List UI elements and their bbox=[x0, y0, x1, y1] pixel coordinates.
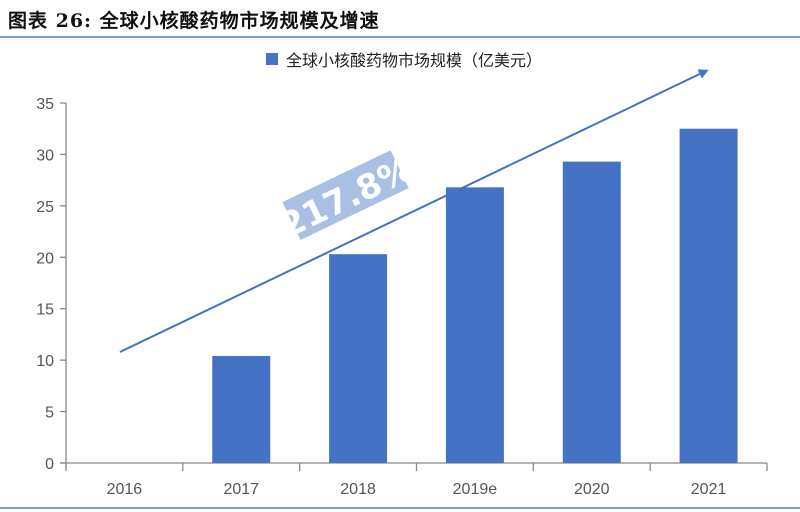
y-tick-label: 5 bbox=[45, 405, 54, 422]
y-tick-label: 35 bbox=[36, 96, 54, 113]
y-tick-label: 15 bbox=[36, 302, 54, 319]
bar-2017 bbox=[212, 356, 271, 463]
bar-2021 bbox=[679, 128, 738, 463]
growth-annotation: 217.8% bbox=[274, 149, 419, 246]
bottom-divider bbox=[0, 507, 800, 509]
y-tick-label: 30 bbox=[36, 147, 54, 164]
growth-label-bg bbox=[282, 150, 409, 240]
x-tick-label: 2016 bbox=[107, 481, 143, 498]
x-tick-label: 2018 bbox=[340, 481, 376, 498]
growth-arrow-icon bbox=[119, 69, 709, 353]
y-tick-label: 20 bbox=[36, 250, 54, 267]
bar-2020 bbox=[562, 161, 621, 463]
legend-swatch-icon bbox=[266, 53, 278, 65]
y-tick-label: 10 bbox=[36, 353, 54, 370]
top-divider bbox=[0, 36, 800, 38]
x-tick-label: 2021 bbox=[691, 481, 727, 498]
y-tick-label: 0 bbox=[45, 456, 54, 473]
legend-label: 全球小核酸药物市场规模（亿美元） bbox=[286, 51, 543, 70]
x-tick-label: 2017 bbox=[223, 481, 259, 498]
chart-legend: 全球小核酸药物市场规模（亿美元） bbox=[266, 48, 542, 70]
figure-title: 图表 26: 全球小核酸药物市场规模及增速 bbox=[8, 10, 380, 32]
x-tick-label: 2019e bbox=[453, 481, 498, 498]
bar-2018 bbox=[329, 254, 388, 463]
y-tick-label: 25 bbox=[36, 199, 54, 216]
x-tick-label: 2020 bbox=[574, 481, 610, 498]
bar-2019e bbox=[445, 187, 504, 464]
